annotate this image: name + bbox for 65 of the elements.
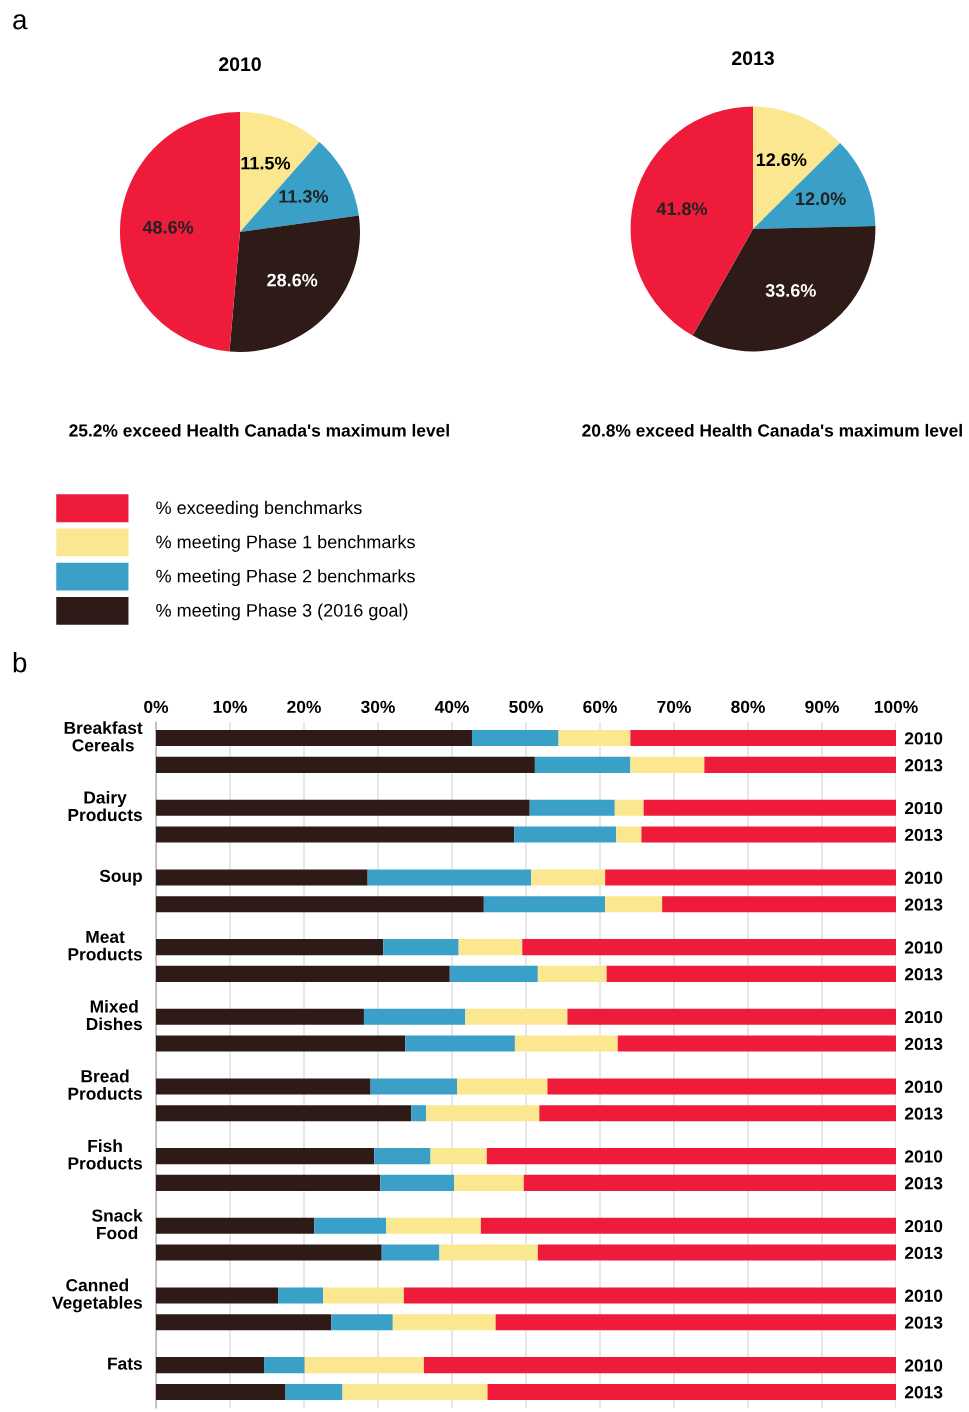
y-tick-label: 2013 [904, 898, 943, 911]
text: Canned Vegetables [52, 1278, 142, 1313]
chart-title: 2010 [219, 57, 261, 72]
x-tick-label: 10% [213, 700, 247, 714]
data-label: 41.8% [656, 202, 708, 216]
y-tick-label: 2013 [904, 759, 943, 772]
pie-slice [692, 225, 876, 352]
legend-label: % meeting Phase 2 benchmarks [156, 569, 415, 587]
pie-slice [120, 112, 240, 352]
data-label: 12.6% [756, 153, 807, 167]
y-tick-label: 2010 [904, 1219, 943, 1233]
x-tick-label: 80% [731, 700, 765, 714]
y-tick-label: 2010 [904, 1010, 943, 1024]
data-label: 12.0% [796, 192, 846, 206]
y-tick-label: 2013 [904, 1107, 943, 1120]
text: Breakfast Cereals [64, 721, 143, 752]
y-tick-label: 2010 [904, 1289, 943, 1302]
x-tick-label: 50% [509, 700, 543, 714]
legend-label: % meeting Phase 3 (2016 goal) [156, 603, 408, 621]
x-tick-label: 60% [583, 700, 617, 714]
chart-title: 2013 [732, 51, 774, 66]
legend-label: % meeting Phase 1 benchmarks [156, 535, 415, 552]
y-tick-label: 2010 [904, 1359, 943, 1372]
legend-label: % exceeding benchmarks [156, 500, 362, 518]
text: 20.8% exceed Health Canada's maximum level [582, 423, 962, 437]
x-tick-label: 40% [434, 700, 469, 714]
text: Soup [99, 869, 142, 886]
y-tick-label: 2010 [904, 1150, 943, 1163]
y-tick-label: 2010 [904, 732, 943, 745]
text: b [13, 652, 27, 673]
x-tick-label: 70% [657, 700, 691, 714]
text: Mixed Dishes [86, 999, 142, 1031]
pie-slice [753, 143, 876, 229]
text: Dairy Products [68, 790, 142, 822]
y-tick-label: 2010 [904, 871, 943, 884]
y-tick-label: 2013 [904, 1177, 943, 1190]
y-tick-label: 2013 [904, 1246, 943, 1260]
text: Bread Products [68, 1069, 142, 1100]
data-label: 33.6% [765, 284, 816, 297]
y-tick-label: 2013 [904, 1386, 943, 1399]
data-label: 48.6% [142, 220, 194, 234]
data-label: 11.5% [241, 156, 291, 170]
y-tick-label: 2013 [904, 968, 943, 981]
text: Fish Products [68, 1139, 142, 1170]
pie-slice [240, 141, 359, 232]
y-tick-label: 2013 [904, 1037, 943, 1051]
x-tick-label: 0% [144, 700, 169, 714]
y-tick-label: 2013 [904, 1316, 943, 1329]
data-label: 28.6% [267, 273, 318, 287]
text: Fats [108, 1357, 142, 1370]
pie-slice [229, 215, 360, 352]
x-tick-label: 90% [805, 700, 839, 714]
data-label: 11.3% [279, 189, 329, 203]
y-tick-label: 2010 [904, 1080, 943, 1093]
text: a [13, 14, 28, 30]
text: Meat Products [68, 930, 142, 961]
y-tick-label: 2013 [904, 828, 943, 842]
pie-slice [630, 106, 753, 336]
x-tick-label: 30% [361, 700, 395, 714]
x-tick-label: 100% [874, 700, 918, 714]
x-tick-label: 20% [287, 700, 321, 714]
text: Snack Food [92, 1208, 143, 1240]
y-tick-label: 2010 [904, 801, 943, 815]
y-tick-label: 2010 [904, 941, 943, 954]
text: 25.2% exceed Health Canada's maximum level [69, 423, 449, 437]
